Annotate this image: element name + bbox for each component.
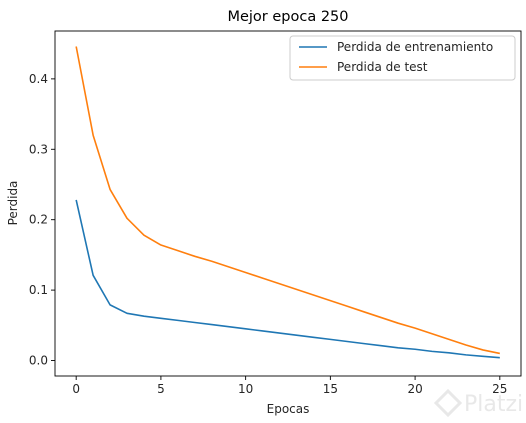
platzi-logo-icon: [433, 388, 463, 418]
y-tick-label: 0.2: [29, 213, 48, 227]
x-axis-label: Epocas: [267, 402, 310, 416]
legend: Perdida de entrenamiento Perdida de test: [289, 35, 516, 81]
legend-box: [289, 35, 516, 81]
x-tick-label: 15: [323, 382, 338, 396]
x-tick-label: 25: [492, 382, 507, 396]
chart-title: Mejor epoca 250: [227, 9, 348, 25]
y-tick-label: 0.1: [29, 283, 48, 297]
y-axis: 0.0 0.1 0.2 0.3 0.4: [29, 72, 55, 368]
x-axis: 0 5 10 15 20 25: [72, 376, 507, 396]
series-line-entrenamiento: [75, 199, 500, 359]
x-tick-label: 5: [157, 382, 165, 396]
x-tick-label: 10: [238, 382, 253, 396]
y-tick-label: 0.3: [29, 142, 48, 156]
y-axis-label: Perdida: [6, 181, 20, 226]
x-tick-label: 0: [72, 382, 80, 396]
series-layer: [75, 46, 500, 359]
series-line-test: [75, 46, 500, 355]
legend-label-test: Perdida de test: [337, 60, 428, 74]
watermark-text: Platzi: [464, 392, 523, 417]
x-tick-label: 20: [407, 382, 422, 396]
y-tick-label: 0.0: [29, 354, 48, 368]
y-tick-label: 0.4: [29, 72, 48, 86]
legend-label-entrenamiento: Perdida de entrenamiento: [337, 40, 493, 54]
watermark: Platzi: [433, 388, 523, 418]
plot-frame: [54, 30, 522, 377]
